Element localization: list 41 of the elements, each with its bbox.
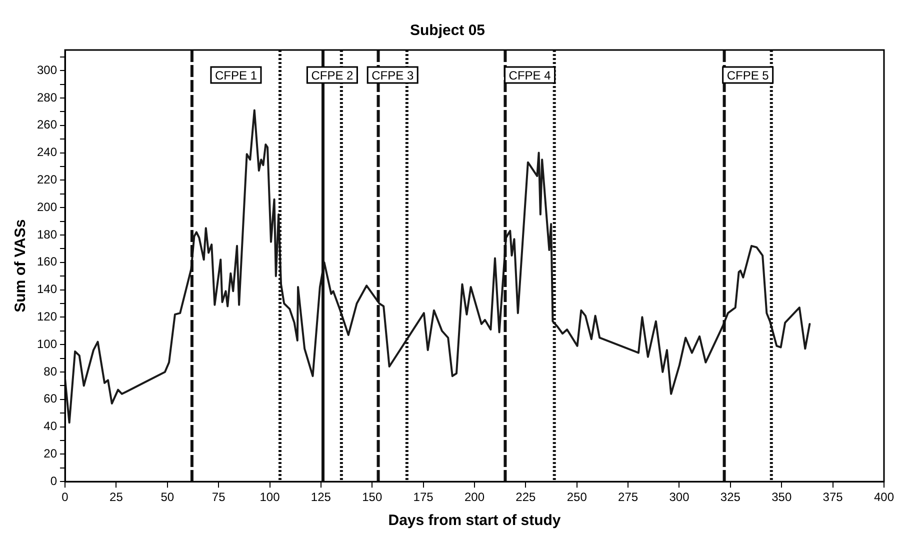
ref-line-label: CFPE 3 xyxy=(372,68,414,82)
ref-line-label: CFPE 5 xyxy=(726,68,770,82)
x-tick-label: 50 xyxy=(160,490,174,504)
x-tick-label: 25 xyxy=(110,490,124,504)
x-tick-label: 375 xyxy=(822,490,844,504)
x-tick-label: 0 xyxy=(62,490,69,504)
y-tick-label: 40 xyxy=(44,419,58,434)
x-tick-label: 150 xyxy=(362,490,382,504)
y-axis-title: Sum of VASs xyxy=(12,219,30,312)
y-tick-label: 0 xyxy=(50,474,58,488)
chart-title: Subject 05 xyxy=(410,22,486,40)
x-tick-label: 100 xyxy=(260,490,280,504)
y-tick-label: 80 xyxy=(44,364,58,378)
y-tick-label: 140 xyxy=(36,282,58,296)
y-tick-label: 260 xyxy=(36,118,58,132)
y-tick-label: 120 xyxy=(36,309,58,324)
y-tick-label: 220 xyxy=(36,172,58,186)
x-tick-label: 350 xyxy=(772,490,792,504)
x-tick-label: 200 xyxy=(464,490,485,504)
y-tick-label: 280 xyxy=(36,90,58,104)
x-tick-label: 175 xyxy=(413,490,434,504)
x-tick-label: 300 xyxy=(669,490,690,504)
x-tick-label: 75 xyxy=(212,490,226,504)
ref-line-label: CFPE 1 xyxy=(214,68,258,82)
y-tick-label: 240 xyxy=(36,145,58,160)
x-tick-label: 325 xyxy=(720,490,741,504)
y-tick-label: 20 xyxy=(44,446,58,461)
x-tick-label: 250 xyxy=(566,490,588,504)
x-axis-title: Days from start of study xyxy=(388,512,562,530)
y-tick-label: 60 xyxy=(44,392,58,406)
y-tick-label: 300 xyxy=(36,62,58,77)
y-tick-label: 180 xyxy=(36,227,58,242)
y-tick-label: 100 xyxy=(36,336,58,351)
y-tick-label: 200 xyxy=(36,200,58,214)
ref-line-label: CFPE 4 xyxy=(508,68,552,82)
x-tick-label: 400 xyxy=(874,490,894,504)
y-tick-label: 160 xyxy=(36,254,58,269)
ref-line-label: CFPE 2 xyxy=(311,68,354,82)
x-tick-label: 125 xyxy=(310,490,332,504)
x-tick-label: 225 xyxy=(516,490,536,504)
x-tick-label: 275 xyxy=(618,490,638,504)
